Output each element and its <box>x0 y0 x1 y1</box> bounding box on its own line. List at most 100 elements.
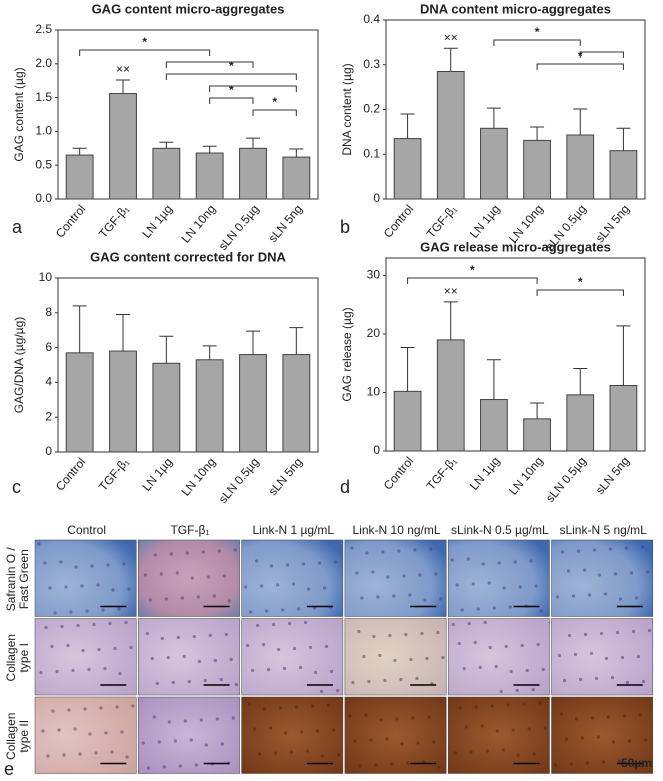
cell-nucleus <box>490 704 494 708</box>
x-tick-label: TGF-β₁ <box>424 202 460 241</box>
cell-nucleus <box>316 729 320 733</box>
cell-nucleus <box>457 641 461 646</box>
cell-nucleus <box>141 741 145 745</box>
cell-nucleus <box>509 669 513 674</box>
chart-title: GAG release micro-aggregates <box>420 239 611 254</box>
cell-nucleus <box>74 565 78 569</box>
y-tick-label: 20 <box>367 326 381 340</box>
row-label: Safranin O / <box>4 547 18 612</box>
cell-nucleus <box>197 659 201 664</box>
y-axis-label: DNA content (µg) <box>340 63 354 155</box>
cell-nucleus <box>190 576 194 580</box>
cell-nucleus <box>462 666 466 671</box>
cell-nucleus <box>270 564 274 568</box>
y-tick-label: 8 <box>45 305 52 319</box>
cell-nucleus <box>583 632 588 637</box>
cell-nucleus <box>229 657 233 662</box>
row-label: type II <box>17 720 31 753</box>
cell-nucleus <box>311 704 315 708</box>
cell-nucleus <box>244 585 248 589</box>
cell-nucleus <box>183 719 187 723</box>
cell-nucleus <box>358 764 362 768</box>
cell-nucleus <box>88 732 92 736</box>
cell-nucleus <box>115 705 119 709</box>
micrograph <box>34 618 137 696</box>
y-tick-label: 2.5 <box>35 22 52 36</box>
cell-nucleus <box>511 728 515 732</box>
cell-nucleus <box>371 570 375 574</box>
y-tick-label: 2 <box>45 409 52 423</box>
cell-nucleus <box>348 714 352 718</box>
bar <box>480 127 508 200</box>
cell-nucleus <box>641 679 646 684</box>
cell-nucleus <box>399 677 403 682</box>
cell-nucleus <box>46 754 50 758</box>
cell-nucleus <box>125 755 129 759</box>
cell-nucleus <box>276 583 280 587</box>
cell-nucleus <box>50 644 54 649</box>
cell-nucleus <box>643 738 648 742</box>
cell-nucleus <box>360 596 364 600</box>
cell-nucleus <box>248 702 252 706</box>
cell-nucleus <box>67 708 71 712</box>
cell-nucleus <box>499 689 503 694</box>
cell-nucleus <box>362 654 366 659</box>
bar <box>65 154 94 200</box>
cell-nucleus <box>466 557 470 561</box>
bar <box>109 350 137 453</box>
bar <box>523 418 551 452</box>
cell-nucleus <box>460 608 464 612</box>
cell-nucleus <box>162 765 166 769</box>
cell-nucleus <box>92 622 96 627</box>
cell-nucleus <box>411 716 415 720</box>
bar <box>195 359 224 453</box>
cell-nucleus <box>258 752 262 756</box>
x-tick-label: TGF-β₁ <box>424 454 460 493</box>
x-tick-label: TGF-β₁ <box>96 455 132 494</box>
scale-bar-label: 50µm <box>621 756 652 770</box>
cell-nucleus <box>41 729 45 733</box>
cell-nucleus <box>381 550 385 554</box>
cell-nucleus <box>108 621 112 626</box>
x-tick-label: Control <box>53 202 89 241</box>
cell-nucleus <box>455 583 459 587</box>
cell-nucleus <box>159 572 163 576</box>
cell-nucleus <box>518 585 522 589</box>
micrograph <box>34 539 137 617</box>
cell-nucleus <box>571 594 576 598</box>
cell-nucleus <box>632 764 637 768</box>
y-tick-label: 30 <box>367 268 381 282</box>
cell-nucleus <box>283 666 287 671</box>
cell-nucleus <box>78 752 82 756</box>
cell-nucleus <box>332 728 336 732</box>
cell-nucleus <box>390 762 394 766</box>
cell-nucleus <box>478 665 482 670</box>
cell-nucleus <box>574 717 579 721</box>
x-tick-label: LN 1µg <box>139 202 175 241</box>
cell-nucleus <box>178 764 182 768</box>
cell-nucleus <box>286 563 290 567</box>
cell-nucleus <box>553 763 558 767</box>
cell-nucleus <box>425 656 429 661</box>
cell-nucleus <box>469 750 473 754</box>
cell-nucleus <box>176 635 180 640</box>
cell-nucleus <box>325 644 329 649</box>
cell-nucleus <box>73 727 77 731</box>
cell-nucleus <box>492 606 496 610</box>
column-header: Link-N 10 ng/mL <box>353 523 441 537</box>
cell-nucleus <box>441 655 445 660</box>
plot-frame <box>385 257 646 452</box>
cell-nucleus <box>569 762 574 766</box>
error-bar <box>116 314 130 352</box>
y-axis-label: GAG content (µg) <box>12 67 26 161</box>
cell-nucleus <box>53 611 57 615</box>
bar <box>436 339 465 452</box>
cell-nucleus <box>374 763 378 767</box>
cell-nucleus <box>104 731 108 735</box>
cell-nucleus <box>212 594 216 598</box>
cell-nucleus <box>292 582 296 586</box>
cell-nucleus <box>596 735 601 739</box>
cell-nucleus <box>253 727 257 731</box>
cell-nucleus <box>127 587 131 591</box>
cell-nucleus <box>476 607 480 611</box>
